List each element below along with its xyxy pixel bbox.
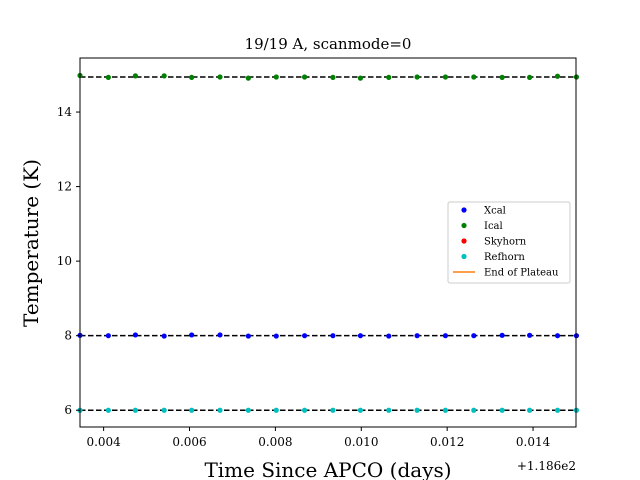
y-axis-label: Temperature (K) — [19, 159, 43, 327]
point-xcal-7 — [273, 333, 279, 339]
point-ical-5 — [217, 74, 223, 80]
point-ical-15 — [499, 74, 505, 80]
point-refhorn-10 — [357, 407, 364, 413]
point-refhorn-15 — [499, 407, 505, 413]
legend-box — [447, 201, 571, 284]
y-tick-label-2: 10 — [57, 254, 72, 268]
x-tick-label-2: 0.008 — [258, 435, 292, 449]
chart-title: 19/19 A, scanmode=0 — [245, 35, 412, 53]
x-tick-label-5: 0.014 — [516, 435, 551, 449]
point-ical-4 — [189, 74, 195, 80]
point-xcal-16 — [527, 332, 533, 338]
y-tick-label-3: 12 — [57, 180, 72, 194]
point-refhorn-17 — [554, 407, 561, 413]
x-tick-label-4: 0.012 — [430, 435, 464, 449]
point-refhorn-2 — [132, 407, 138, 413]
point-xcal-8 — [301, 333, 308, 339]
point-refhorn-11 — [386, 407, 392, 413]
x-axis-label: Time Since APCO (days) — [204, 458, 451, 480]
point-xcal-15 — [499, 332, 505, 338]
legend-label-refhorn: Refhorn — [484, 252, 525, 263]
legend: Xcal Ical Skyhorn Refhorn End of Plateau — [447, 201, 571, 284]
point-refhorn-8 — [301, 407, 308, 413]
point-ical-17 — [554, 73, 561, 79]
point-ical-12 — [414, 74, 420, 80]
point-ical-7 — [273, 74, 279, 80]
point-refhorn-13 — [442, 407, 449, 413]
point-ical-2 — [132, 73, 138, 79]
point-xcal-1 — [105, 333, 111, 339]
y-tick-label-4: 14 — [57, 105, 73, 119]
point-refhorn-4 — [189, 407, 195, 413]
point-ical-1 — [105, 74, 111, 80]
x-axis-ticks: 0.004 0.006 0.008 0.010 0.012 0.014 — [86, 427, 551, 449]
point-refhorn-9 — [330, 407, 336, 413]
legend-swatch-xcal — [461, 207, 467, 213]
point-xcal-9 — [330, 333, 336, 339]
point-xcal-11 — [386, 333, 392, 339]
data-points — [77, 72, 580, 413]
legend-label-end-of-plateau: End of Plateau — [484, 268, 559, 279]
point-refhorn-3 — [161, 407, 167, 413]
legend-label-skyhorn: Skyhorn — [484, 237, 527, 248]
point-ical-9 — [330, 74, 336, 80]
x-tick-label-0: 0.004 — [86, 435, 121, 449]
x-axis-offset-label: +1.186e2 — [517, 459, 576, 473]
legend-swatch-refhorn — [461, 253, 467, 260]
legend-swatch-ical — [461, 222, 467, 229]
point-ical-11 — [386, 74, 392, 80]
point-refhorn-7 — [273, 407, 279, 413]
point-refhorn-14 — [471, 407, 477, 413]
legend-label-ical: Ical — [484, 221, 503, 232]
x-tick-label-1: 0.006 — [172, 435, 206, 449]
point-xcal-12 — [414, 333, 420, 339]
x-tick-label-3: 0.010 — [344, 435, 378, 449]
point-ical-13 — [442, 74, 449, 80]
point-refhorn-6 — [245, 407, 251, 413]
point-xcal-5 — [217, 332, 223, 338]
point-xcal-3 — [161, 333, 167, 339]
point-ical-6 — [245, 75, 251, 81]
point-refhorn-16 — [527, 407, 533, 413]
point-xcal-4 — [189, 332, 195, 338]
legend-swatch-skyhorn — [461, 238, 467, 244]
point-xcal-14 — [471, 333, 477, 339]
point-xcal-6 — [245, 333, 251, 339]
point-ical-3 — [161, 73, 167, 79]
point-ical-8 — [301, 74, 308, 80]
point-xcal-10 — [357, 333, 364, 339]
point-xcal-17 — [554, 333, 561, 339]
legend-label-xcal: Xcal — [484, 206, 506, 217]
point-ical-10 — [357, 75, 364, 81]
plot-area-frame — [79, 57, 577, 428]
point-xcal-2 — [132, 332, 138, 338]
point-ical-16 — [527, 74, 533, 80]
point-refhorn-5 — [217, 407, 223, 413]
y-tick-label-0: 6 — [64, 403, 72, 417]
point-xcal-13 — [442, 333, 449, 339]
point-ical-14 — [471, 74, 477, 80]
y-tick-label-1: 8 — [64, 329, 72, 343]
point-refhorn-12 — [414, 407, 420, 413]
y-axis-ticks: 6 8 10 12 14 — [57, 105, 80, 417]
point-refhorn-1 — [105, 407, 111, 413]
